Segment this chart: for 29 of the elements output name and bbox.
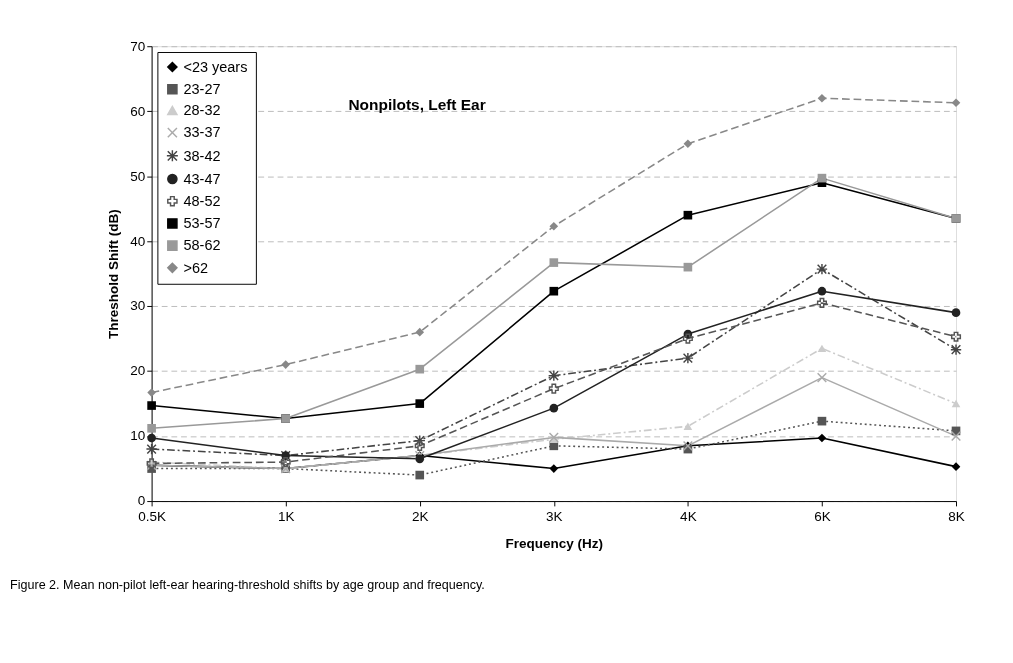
x-tick-label: 4K xyxy=(680,508,697,524)
x-axis-title: Frequency (Hz) xyxy=(505,535,604,551)
y-tick-label: 60 xyxy=(130,103,146,119)
caption: Figure 2. Mean non-pilot left-ear hearing-threshold shifts by age group and frequency. xyxy=(10,577,485,592)
x-tick-label: 2K xyxy=(411,508,429,524)
x-tick-label: 3K xyxy=(546,508,563,524)
x-tick-label: 1K xyxy=(277,508,295,524)
legend-label: >62 xyxy=(183,259,209,276)
legend-label: 28-32 xyxy=(183,102,221,119)
legend-label: 53-57 xyxy=(183,215,221,232)
y-axis-title: Threshold Shift (dB) xyxy=(105,209,121,339)
y-tick-label: 40 xyxy=(130,233,146,249)
x-tick-label: 0.5K xyxy=(138,508,166,524)
y-tick-label: 50 xyxy=(130,168,146,184)
y-tick-label: 0 xyxy=(137,493,146,509)
legend-label: <23 years xyxy=(183,58,248,75)
legend-label: 33-37 xyxy=(183,124,221,141)
y-tick-label: 20 xyxy=(130,363,146,379)
x-tick-label: 8K xyxy=(948,508,965,524)
legend-label: 48-52 xyxy=(183,193,221,210)
y-tick-label: 70 xyxy=(130,38,146,54)
x-tick-label: 6K xyxy=(814,508,831,524)
text: Nonpilots, Left Ear xyxy=(348,96,486,114)
legend-label: 43-47 xyxy=(183,170,221,187)
y-tick-label: 10 xyxy=(130,428,146,444)
y-tick-label: 30 xyxy=(130,298,146,314)
legend-label: 58-62 xyxy=(183,237,221,254)
legend-label: 38-42 xyxy=(183,147,221,164)
legend-label: 23-27 xyxy=(183,81,221,98)
